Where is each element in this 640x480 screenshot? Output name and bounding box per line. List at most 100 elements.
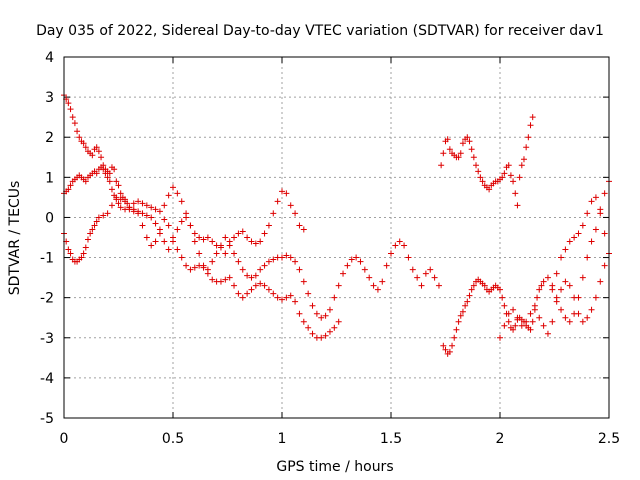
data-point — [396, 238, 403, 245]
data-point — [326, 328, 333, 335]
data-point — [427, 266, 434, 273]
data-point — [84, 236, 91, 243]
data-point — [200, 264, 207, 271]
data-point — [353, 254, 360, 261]
data-point — [183, 210, 190, 217]
data-point — [558, 306, 565, 313]
y-tick-label: 3 — [45, 90, 54, 106]
data-point — [357, 258, 364, 265]
data-point — [100, 212, 107, 219]
data-point — [209, 238, 216, 245]
data-point — [287, 202, 294, 209]
data-point — [575, 230, 582, 237]
data-point — [113, 178, 120, 185]
data-point — [239, 294, 246, 301]
data-point — [82, 244, 89, 251]
data-point — [566, 238, 573, 245]
data-point — [401, 242, 408, 249]
data-point — [473, 162, 480, 169]
data-point — [231, 234, 238, 241]
data-point — [191, 238, 198, 245]
data-point — [558, 286, 565, 293]
data-point — [579, 274, 586, 281]
data-point — [111, 166, 118, 173]
data-point — [252, 240, 259, 247]
data-point — [170, 184, 176, 191]
data-point — [444, 136, 451, 143]
y-axis-label: SDTVAR / TECUs — [7, 181, 23, 296]
data-point — [510, 178, 517, 185]
data-point — [520, 156, 527, 163]
data-point — [331, 294, 338, 301]
data-point — [418, 282, 425, 289]
data-point — [76, 134, 83, 141]
data-point — [178, 198, 185, 205]
data-point — [93, 144, 100, 151]
data-point — [534, 294, 541, 301]
data-point — [584, 210, 591, 217]
data-point — [514, 314, 521, 321]
data-point — [366, 274, 373, 281]
data-point — [252, 282, 259, 289]
data-point — [566, 318, 573, 325]
data-point — [525, 134, 532, 141]
data-point — [143, 202, 150, 209]
data-point — [161, 238, 168, 245]
data-point — [313, 310, 320, 317]
data-point — [222, 276, 229, 283]
data-point — [571, 234, 578, 241]
data-point — [283, 294, 290, 301]
data-point — [270, 210, 277, 217]
data-point — [196, 234, 203, 241]
data-point — [174, 246, 181, 253]
data-point — [468, 286, 475, 293]
data-point — [209, 258, 216, 265]
data-point — [549, 318, 556, 325]
data-point — [174, 190, 181, 197]
data-point — [512, 322, 519, 329]
data-point — [468, 146, 475, 153]
data-point — [322, 332, 329, 339]
grid-lines — [64, 57, 609, 418]
data-point — [65, 186, 72, 193]
data-point — [156, 208, 163, 215]
data-point — [296, 310, 303, 317]
data-point — [296, 266, 303, 273]
data-point — [80, 140, 87, 147]
data-point — [601, 262, 608, 269]
data-point — [558, 254, 565, 261]
data-point — [117, 190, 124, 197]
data-point — [257, 266, 264, 273]
data-point — [523, 318, 530, 325]
data-point — [139, 200, 146, 207]
data-point — [265, 258, 272, 265]
data-point — [244, 290, 251, 297]
data-point — [579, 222, 586, 229]
data-point — [501, 302, 508, 309]
data-point — [196, 262, 203, 269]
data-point — [143, 212, 150, 219]
data-point — [344, 262, 351, 269]
series-1 — [61, 164, 342, 341]
data-point — [466, 138, 473, 145]
data-point — [82, 144, 89, 151]
data-point — [501, 170, 508, 177]
data-point — [93, 170, 100, 177]
data-point — [529, 318, 536, 325]
data-point — [217, 242, 224, 249]
data-point — [283, 190, 290, 197]
data-point — [98, 154, 105, 161]
data-point — [553, 298, 560, 305]
data-point — [497, 286, 503, 293]
data-point — [143, 234, 150, 241]
data-point — [527, 326, 534, 333]
data-point — [335, 318, 342, 325]
data-point — [536, 314, 543, 321]
data-point — [165, 246, 172, 253]
data-point — [279, 296, 285, 303]
data-point — [536, 286, 543, 293]
data-point — [283, 252, 290, 259]
data-point — [115, 200, 122, 207]
data-point — [457, 312, 464, 319]
